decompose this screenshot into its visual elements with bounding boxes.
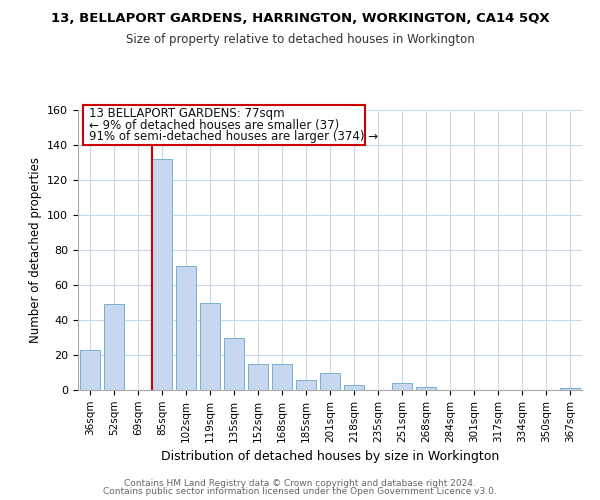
Text: ← 9% of detached houses are smaller (37): ← 9% of detached houses are smaller (37) bbox=[89, 118, 339, 132]
Bar bbox=[224, 338, 244, 390]
Bar bbox=[272, 364, 292, 390]
Bar bbox=[80, 350, 100, 390]
Text: 13, BELLAPORT GARDENS, HARRINGTON, WORKINGTON, CA14 5QX: 13, BELLAPORT GARDENS, HARRINGTON, WORKI… bbox=[50, 12, 550, 26]
Bar bbox=[392, 383, 412, 390]
Bar bbox=[152, 159, 172, 390]
X-axis label: Distribution of detached houses by size in Workington: Distribution of detached houses by size … bbox=[161, 450, 499, 463]
Text: Contains public sector information licensed under the Open Government Licence v3: Contains public sector information licen… bbox=[103, 487, 497, 496]
Bar bbox=[344, 385, 364, 390]
Bar bbox=[200, 302, 220, 390]
Bar bbox=[416, 386, 436, 390]
Text: 13 BELLAPORT GARDENS: 77sqm: 13 BELLAPORT GARDENS: 77sqm bbox=[89, 107, 284, 120]
Text: 91% of semi-detached houses are larger (374) →: 91% of semi-detached houses are larger (… bbox=[89, 130, 378, 143]
Text: Size of property relative to detached houses in Workington: Size of property relative to detached ho… bbox=[125, 32, 475, 46]
Text: Contains HM Land Registry data © Crown copyright and database right 2024.: Contains HM Land Registry data © Crown c… bbox=[124, 478, 476, 488]
Bar bbox=[296, 380, 316, 390]
Bar bbox=[560, 388, 580, 390]
Y-axis label: Number of detached properties: Number of detached properties bbox=[29, 157, 41, 343]
Bar bbox=[320, 372, 340, 390]
Bar bbox=[248, 364, 268, 390]
Bar bbox=[176, 266, 196, 390]
Bar bbox=[104, 304, 124, 390]
